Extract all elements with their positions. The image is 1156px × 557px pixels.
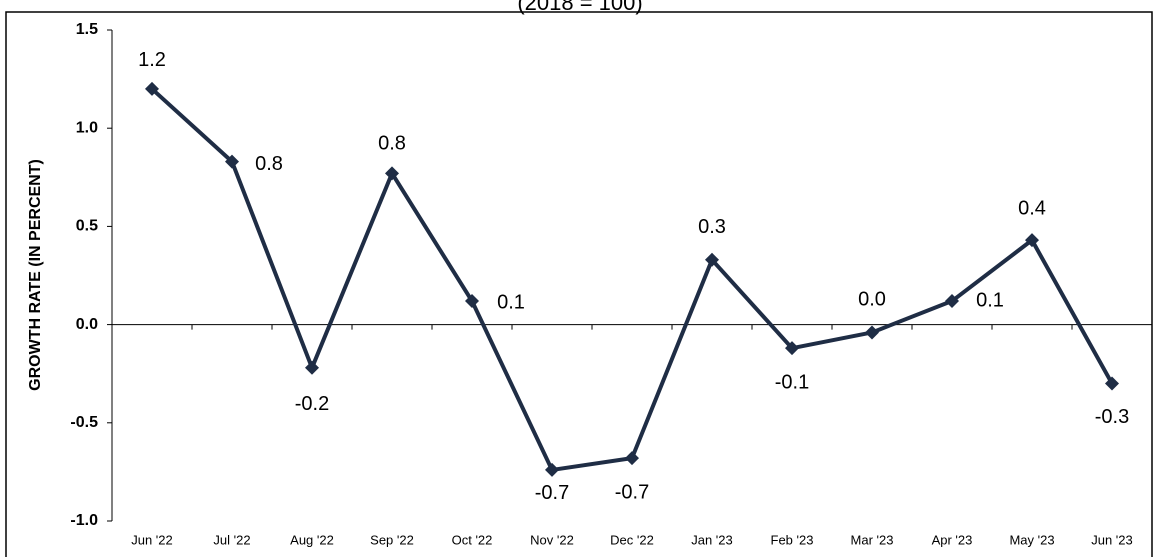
x-tick-label: Sep '22: [370, 532, 414, 547]
point-marker: [545, 462, 559, 477]
y-tick-label: -0.5: [70, 414, 98, 431]
y-tick-label: -1.0: [70, 512, 98, 529]
point-marker: [865, 325, 879, 340]
data-label: 0.1: [976, 289, 1004, 311]
x-tick-label: Feb '23: [771, 532, 814, 547]
x-tick-label: May '23: [1009, 532, 1054, 547]
y-tick-label: 1.0: [76, 119, 98, 136]
point-marker: [945, 294, 959, 309]
point-marker: [465, 294, 479, 309]
point-marker: [705, 252, 719, 267]
y-tick-label: 0.0: [76, 316, 98, 333]
data-label: 0.1: [497, 291, 525, 313]
data-label: 0.8: [378, 133, 406, 155]
data-label: 0.8: [255, 153, 283, 175]
y-tick-label: 0.5: [76, 218, 98, 235]
data-label: 0.4: [1018, 197, 1046, 219]
x-tick-label: Dec '22: [610, 532, 654, 547]
x-tick-label: Jan '23: [691, 532, 733, 547]
x-tick-label: Aug '22: [290, 532, 334, 547]
data-label: -0.2: [295, 393, 329, 415]
data-label: -0.1: [775, 371, 809, 393]
y-tick-label: 1.5: [76, 21, 98, 38]
point-marker: [1105, 376, 1119, 391]
point-marker: [625, 451, 639, 466]
data-label: 0.3: [698, 216, 726, 238]
point-marker: [225, 154, 239, 169]
chart-frame: [5, 11, 1153, 557]
point-marker: [145, 81, 159, 96]
x-tick-label: Jun '23: [1091, 532, 1133, 547]
point-marker: [385, 166, 399, 181]
data-label: 1.2: [138, 49, 166, 71]
point-marker: [305, 360, 319, 375]
data-label: -0.3: [1095, 406, 1129, 428]
chart-title: (2018 = 100): [517, 0, 642, 15]
x-tick-label: Oct '22: [452, 532, 493, 547]
data-label: -0.7: [615, 481, 649, 503]
x-tick-label: Mar '23: [851, 532, 894, 547]
x-tick-label: Jul '22: [213, 532, 250, 547]
point-marker: [1025, 233, 1039, 248]
data-label: -0.7: [535, 482, 569, 504]
x-tick-label: Jun '22: [131, 532, 173, 547]
y-axis-label: GROWTH RATE (IN PERCENT): [27, 159, 44, 391]
data-label: 0.0: [858, 289, 886, 311]
x-tick-label: Apr '23: [932, 532, 973, 547]
x-tick-label: Nov '22: [530, 532, 574, 547]
point-marker: [785, 341, 799, 356]
